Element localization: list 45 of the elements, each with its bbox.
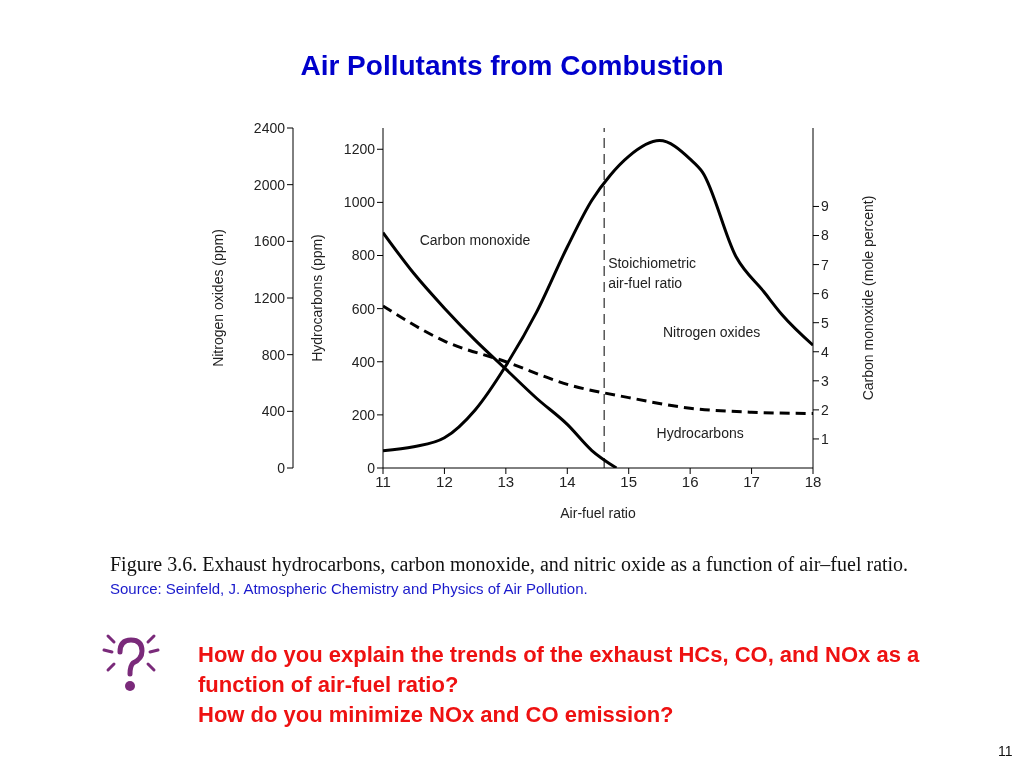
y3-tick-label: 9 (821, 198, 829, 215)
x-tick-label: 13 (497, 472, 515, 490)
source-note: Source: Seinfeld, J. Atmospheric Chemistry and Physics of Air Pollution. (110, 580, 588, 597)
y3-tick-label: 4 (821, 343, 829, 360)
x-tick-label: 18 (804, 472, 822, 490)
x-tick-label: 16 (681, 472, 699, 490)
series-label: Carbon monoxide (419, 232, 531, 249)
y-tick-label: 1200 (253, 289, 286, 306)
y3-tick-label: 6 (821, 285, 829, 302)
y3-axis-title: Carbon monoxide (mole percent) (859, 195, 876, 401)
y3-tick-label: 8 (821, 227, 829, 244)
y3-tick-label: 1 (821, 430, 829, 447)
y2-tick-label: 200 (351, 406, 376, 423)
y-tick-label: 400 (261, 403, 286, 420)
text: 11 (998, 743, 1013, 759)
series-label: Nitrogen oxides (663, 324, 761, 340)
y2-tick-label: 600 (351, 300, 376, 317)
y2-tick-label: 0 (367, 459, 376, 476)
text: How do you explain the trends of the exhaust HCs, CO, and NOx as a function of air-fuel ratio? (198, 641, 921, 699)
ref-line-label: Stoichiometric air-fuel ratio (608, 255, 697, 291)
y-tick-label: 2400 (253, 119, 286, 136)
y3-tick-label: 5 (821, 314, 829, 331)
y-tick-label: 2000 (253, 176, 286, 193)
y2-tick-label: 1200 (343, 141, 376, 158)
x-tick-label: 11 (375, 472, 391, 490)
text: How do you minimize NOx and CO emission? (198, 701, 675, 729)
y-tick-label: 1600 (253, 233, 286, 250)
x-tick-label: 15 (620, 472, 638, 490)
caption: Figure 3.6. Exhaust hydrocarbons, carbon monoxide, and nitric oxide as a function of air–fuel ratio. (110, 553, 909, 575)
y3-tick-label: 7 (821, 256, 829, 273)
y3-tick-label: 3 (821, 372, 829, 389)
x-axis-title: Air-fuel ratio (560, 505, 636, 521)
y2-tick-label: 400 (351, 353, 376, 370)
y-axis-title: Nitrogen oxides (ppm) (209, 229, 226, 367)
y2-tick-label: 1000 (343, 194, 376, 211)
series-label: Hydrocarbons (656, 425, 744, 442)
y2-tick-label: 800 (351, 247, 376, 264)
x-tick-label: 12 (436, 472, 453, 490)
y3-tick-label: 2 (821, 401, 829, 418)
x-tick-label: 17 (743, 472, 760, 490)
chart-title: Air Pollutants from Combustion (299, 50, 725, 82)
y2-axis-title: Hydrocarbons (ppm) (308, 234, 325, 362)
x-tick-label: 14 (558, 472, 576, 490)
y-tick-label: 800 (261, 346, 286, 363)
y-tick-label: 0 (277, 459, 286, 476)
